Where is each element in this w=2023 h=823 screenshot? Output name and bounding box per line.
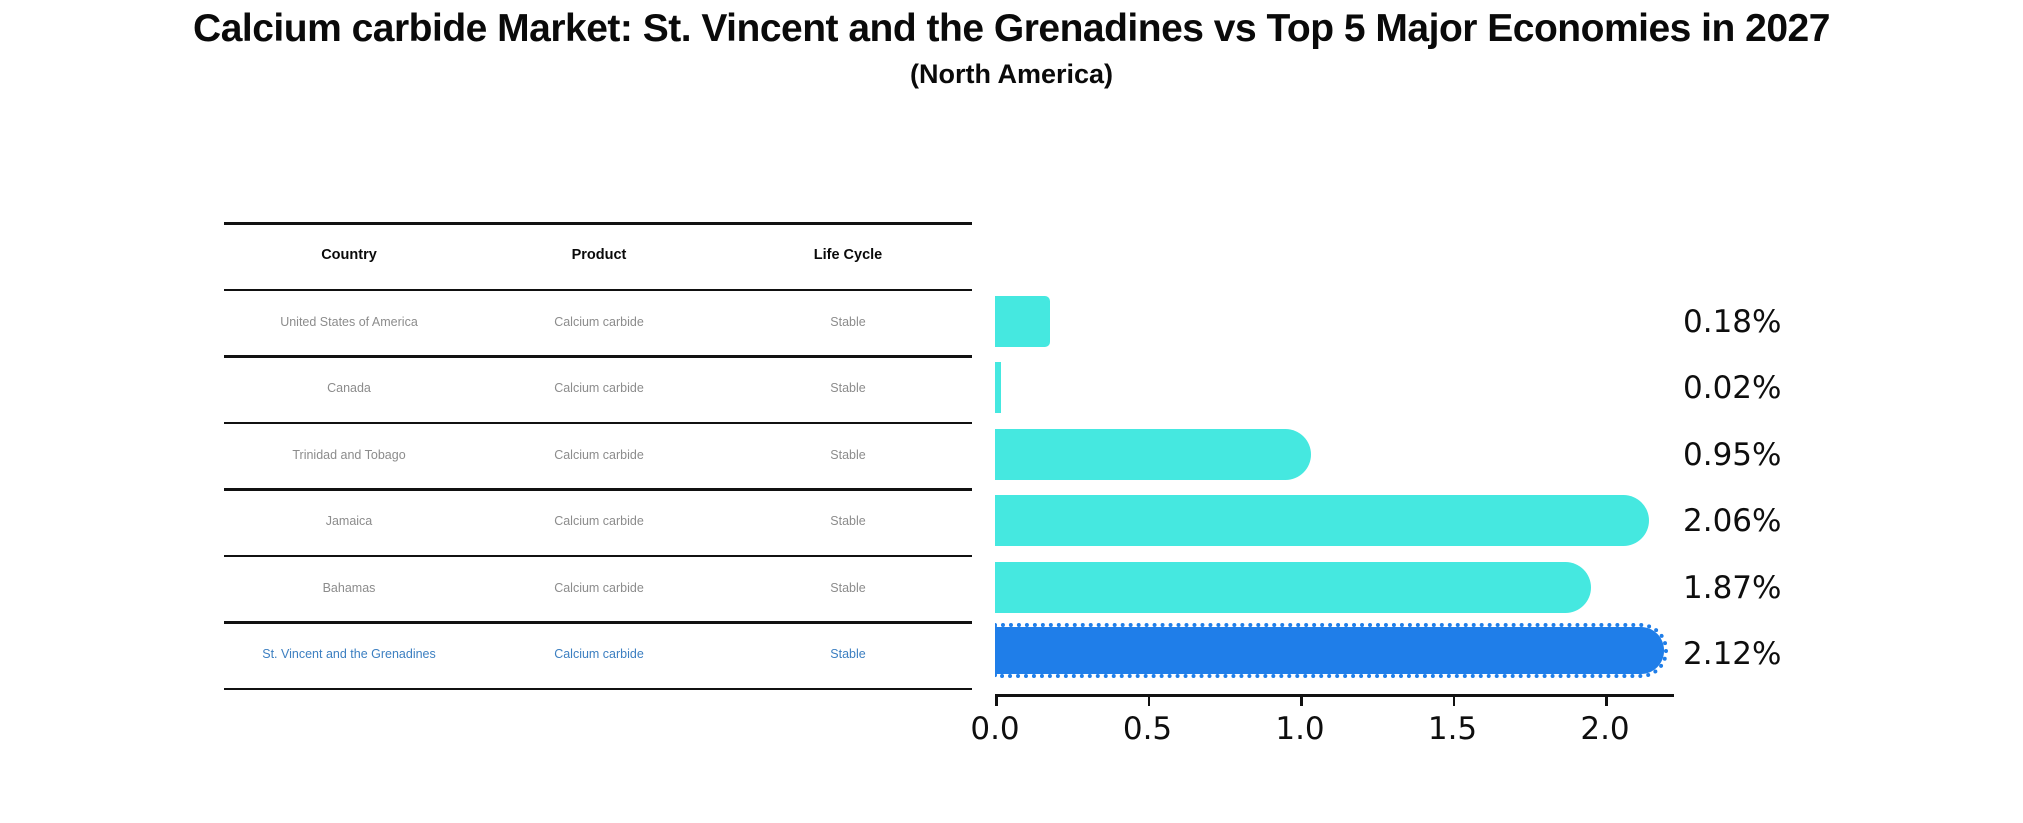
table-cell-country: St. Vincent and the Grenadines	[262, 647, 436, 662]
table-separator-line	[224, 554, 972, 557]
bar-value-label: 0.95%	[1683, 436, 1782, 473]
table-cell-life_cycle: Stable	[830, 647, 866, 662]
x-axis-line	[995, 694, 1674, 697]
table-cell-product: Calcium carbide	[554, 381, 644, 396]
bar	[995, 362, 1002, 413]
table-cell-country: Canada	[327, 381, 371, 396]
table-separator-line	[224, 488, 972, 491]
bar-value-label: 0.18%	[1683, 303, 1782, 340]
table-header-row: Country Product Life Cycle	[224, 222, 972, 289]
x-axis-tick	[1147, 697, 1150, 706]
table-header-cell: Life Cycle	[813, 247, 883, 264]
x-axis-tick-label: 0.5	[1122, 711, 1173, 747]
table-cell-country: Bahamas	[322, 580, 376, 595]
table-row: St. Vincent and the Grenadines Calcium ca…	[224, 621, 972, 688]
table-cell-life_cycle: Stable	[830, 580, 866, 595]
table-separator-line	[224, 222, 972, 225]
table-cell-country: United States of America	[280, 314, 418, 329]
table-cell-life_cycle: Stable	[830, 381, 866, 396]
x-axis-tick	[995, 697, 998, 706]
table-header-cell: Product	[571, 247, 627, 264]
bar-value-label: 2.12%	[1683, 636, 1782, 672]
table-cell-product: Calcium carbide	[554, 314, 644, 329]
table-row: Trinidad and Tobago Calcium carbide Stable	[224, 422, 972, 489]
bar-value-label: 1.87%	[1683, 569, 1782, 606]
table-cell-country: Jamaica	[325, 514, 373, 529]
x-axis-tick-label: 2.0	[1580, 711, 1630, 747]
table-row: Jamaica Calcium carbide Stable	[224, 488, 972, 555]
table-cell-product: Calcium carbide	[554, 647, 644, 662]
table-cell-life_cycle: Stable	[830, 514, 866, 529]
bar-value-label: 2.06%	[1683, 503, 1782, 539]
table-separator-line	[224, 421, 972, 424]
table-row: Canada Calcium carbide Stable	[224, 355, 972, 422]
bar	[995, 428, 1311, 480]
x-axis-tick-label: 1.0	[1275, 711, 1325, 747]
table-row: Bahamas Calcium carbide Stable	[224, 555, 972, 622]
bar	[995, 295, 1050, 347]
table-cell-life_cycle: Stable	[830, 447, 866, 462]
table-separator-line	[224, 621, 972, 624]
table-cell-country: Trinidad and Tobago	[292, 447, 406, 462]
chart-title: Calcium carbide Market: St. Vincent and …	[193, 7, 1830, 50]
bar-value-label: 0.02%	[1683, 370, 1782, 406]
table-separator-line	[224, 288, 972, 291]
x-axis-tick-label: 1.5	[1427, 711, 1478, 747]
table-cell-life_cycle: Stable	[830, 314, 866, 329]
bar	[995, 495, 1650, 546]
x-axis-tick	[1605, 697, 1608, 706]
table-cell-product: Calcium carbide	[554, 514, 644, 529]
x-axis-tick-label: 0.0	[970, 711, 1020, 747]
x-axis-tick	[1452, 697, 1455, 706]
table-cell-product: Calcium carbide	[554, 580, 644, 595]
chart-subtitle: (North America)	[909, 59, 1114, 89]
table-header-cell: Country	[321, 247, 377, 264]
table-separator-line	[224, 687, 972, 690]
table-cell-product: Calcium carbide	[554, 447, 644, 462]
x-axis-tick	[1300, 697, 1303, 706]
table-row: United States of America Calcium carbide S…	[224, 289, 972, 356]
table-separator-line	[224, 355, 972, 358]
bar	[995, 561, 1592, 613]
bar-highlighted	[995, 623, 1668, 678]
